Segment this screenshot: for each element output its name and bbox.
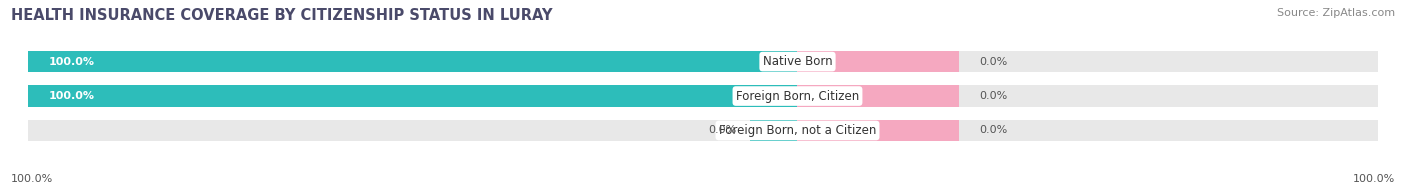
Text: 0.0%: 0.0% bbox=[980, 57, 1008, 67]
Text: 100.0%: 100.0% bbox=[11, 174, 53, 184]
Bar bbox=[28, 51, 797, 72]
Text: Foreign Born, not a Citizen: Foreign Born, not a Citizen bbox=[718, 124, 876, 137]
Bar bbox=[28, 85, 797, 107]
Bar bbox=[797, 85, 959, 107]
Bar bbox=[797, 51, 959, 72]
Text: 100.0%: 100.0% bbox=[48, 91, 94, 101]
Text: 100.0%: 100.0% bbox=[48, 57, 94, 67]
Text: Native Born: Native Born bbox=[762, 55, 832, 68]
Text: HEALTH INSURANCE COVERAGE BY CITIZENSHIP STATUS IN LURAY: HEALTH INSURANCE COVERAGE BY CITIZENSHIP… bbox=[11, 8, 553, 23]
Text: 0.0%: 0.0% bbox=[709, 125, 737, 135]
Bar bbox=[797, 120, 959, 141]
Bar bbox=[28, 85, 1378, 107]
Text: Source: ZipAtlas.com: Source: ZipAtlas.com bbox=[1277, 8, 1395, 18]
Text: 0.0%: 0.0% bbox=[980, 91, 1008, 101]
Bar bbox=[28, 51, 1378, 72]
Text: 0.0%: 0.0% bbox=[980, 125, 1008, 135]
Bar bbox=[28, 120, 1378, 141]
Bar bbox=[751, 120, 797, 141]
Text: 100.0%: 100.0% bbox=[1353, 174, 1395, 184]
Text: Foreign Born, Citizen: Foreign Born, Citizen bbox=[735, 90, 859, 103]
